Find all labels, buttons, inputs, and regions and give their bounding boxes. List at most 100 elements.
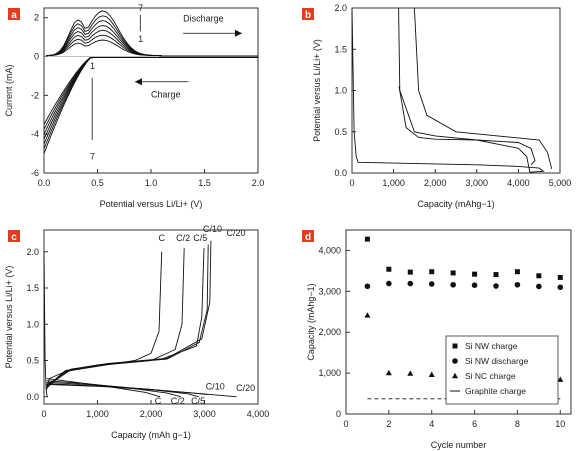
data-point-square	[536, 273, 542, 279]
panel-d: d Cycle number Capacity (mAhg−1) 0 2 4 6 8 10 0 1,…	[302, 229, 572, 450]
y-tick-label: 2,000	[318, 327, 341, 337]
panel-badge-box	[8, 230, 20, 242]
voltage-curve-2	[398, 86, 536, 166]
charge-curve-3	[46, 244, 209, 387]
data-point-circle	[493, 283, 499, 289]
rate-label-bottom: C/5	[191, 396, 205, 406]
cycle-label: 7	[138, 3, 143, 13]
x-tick-label: 2.0	[252, 178, 265, 188]
data-point-square	[472, 271, 478, 277]
panel-badge-box	[8, 8, 20, 20]
x-tick-label: 1.5	[198, 178, 211, 188]
data-point-square	[429, 269, 435, 275]
legend-entry: Si NW charge	[465, 341, 518, 351]
data-point-circle	[386, 280, 392, 287]
y-tick-label: 1,000	[318, 368, 341, 378]
legend-marker	[452, 358, 458, 364]
x-axis-label: Capacity (mAhg−1)	[417, 199, 494, 209]
data-point-square	[407, 269, 413, 275]
y-tick-label: -4	[31, 129, 39, 139]
panel-badge: b	[302, 8, 314, 21]
panel-a: a Potential versus Li/Li+ (V) Current (mA)…	[4, 3, 264, 209]
data-point-square	[450, 270, 456, 276]
y-tick-label: 4,000	[318, 245, 341, 255]
cv-cycle-6	[43, 15, 259, 149]
y-axis-label: Capacity (mAhg−1)	[306, 283, 316, 360]
panel-badge-box	[302, 230, 314, 242]
y-tick-label: 2.0	[334, 3, 347, 13]
x-tick-label: 3,000	[466, 178, 489, 188]
x-tick-label: 3,000	[193, 409, 216, 419]
x-tick-label: 2	[386, 419, 391, 429]
x-tick-label: 0	[343, 419, 348, 429]
panel-letter: a	[11, 10, 17, 21]
data-point-circle	[428, 281, 435, 287]
legend-entry: Si NC charge	[465, 371, 516, 381]
legend-marker	[452, 372, 458, 379]
plot-frame	[43, 229, 259, 405]
x-tick-label: 8	[515, 419, 520, 429]
arrow-head	[234, 29, 242, 37]
charge-curve-2	[46, 248, 205, 387]
x-tick-label: 1,000	[382, 178, 405, 188]
plot-frame	[345, 229, 572, 415]
data-point-triangle	[407, 370, 414, 376]
rate-label-bottom: C	[155, 396, 162, 406]
panel-letter: c	[11, 232, 17, 243]
x-axis-label: Potential versus Li/Li+ (V)	[100, 199, 203, 209]
charge-curve-4	[46, 240, 212, 386]
data-point-circle	[471, 282, 478, 289]
charge-curve-1	[46, 248, 185, 389]
y-tick-label: 2.0	[26, 247, 39, 257]
rate-label-top: C/5	[193, 233, 207, 243]
y-tick-label: 0.5	[26, 356, 39, 366]
panel-letter: d	[305, 232, 311, 243]
y-tick-label: 2	[34, 13, 39, 23]
x-axis-label: Capacity (mAh g−1)	[111, 430, 191, 440]
data-point-square	[514, 269, 520, 275]
legend-entry: Si NW discharge	[465, 356, 529, 366]
y-tick-label: -6	[31, 168, 39, 178]
y-tick-label: -2	[31, 90, 39, 100]
data-point-square	[557, 274, 563, 280]
panel-badge: c	[8, 230, 20, 243]
rate-label-top: C/20	[227, 228, 246, 238]
cycle-label: 1	[138, 34, 143, 44]
data-point-circle	[407, 280, 414, 287]
plot-frame	[351, 7, 561, 174]
legend-entry: Graphite charge	[465, 386, 526, 396]
rate-label-top: C/10	[203, 224, 222, 234]
cv-cycle-1	[43, 39, 259, 125]
data-point-circle	[536, 283, 542, 290]
data-point-triangle	[428, 371, 435, 377]
cycle-label: 7	[90, 151, 95, 161]
data-point-circle	[514, 281, 521, 288]
cv-cycle-2	[43, 34, 259, 130]
x-tick-label: 4,000	[507, 178, 530, 188]
panel-b: b Capacity (mAhg−1) Potential versus Li/Li…	[302, 3, 571, 209]
first-discharge-line	[43, 251, 48, 397]
legend: Si NW charge Si NW discharge Si NC charge G…	[445, 335, 559, 405]
x-tick-label: 2,000	[140, 409, 163, 419]
cv-cycle-3	[43, 29, 259, 135]
x-tick-label: 0	[349, 178, 354, 188]
charge-label: Charge	[151, 89, 181, 99]
data-point-triangle	[364, 312, 371, 318]
data-point-square	[386, 266, 392, 272]
y-tick-label: 0.0	[334, 168, 347, 178]
data-point-triangle	[557, 376, 564, 382]
rate-label-bottom: C/20	[236, 383, 255, 393]
y-axis-label: Potential versus Li/Li+ (V)	[312, 39, 322, 142]
voltage-curve-3	[413, 7, 553, 170]
data-point-circle	[364, 283, 371, 290]
x-tick-label: 6	[472, 419, 477, 429]
y-axis-label: Potential versus Li/Li+ (V)	[4, 266, 14, 369]
panel-badge: d	[302, 230, 314, 243]
x-tick-label: 10	[555, 419, 565, 429]
rate-label-top: C	[158, 233, 165, 243]
y-tick-label: 1.0	[26, 319, 39, 329]
y-tick-label: 0	[336, 409, 341, 419]
charge-curve-0	[46, 251, 163, 390]
cv-cycle-5	[43, 20, 259, 145]
